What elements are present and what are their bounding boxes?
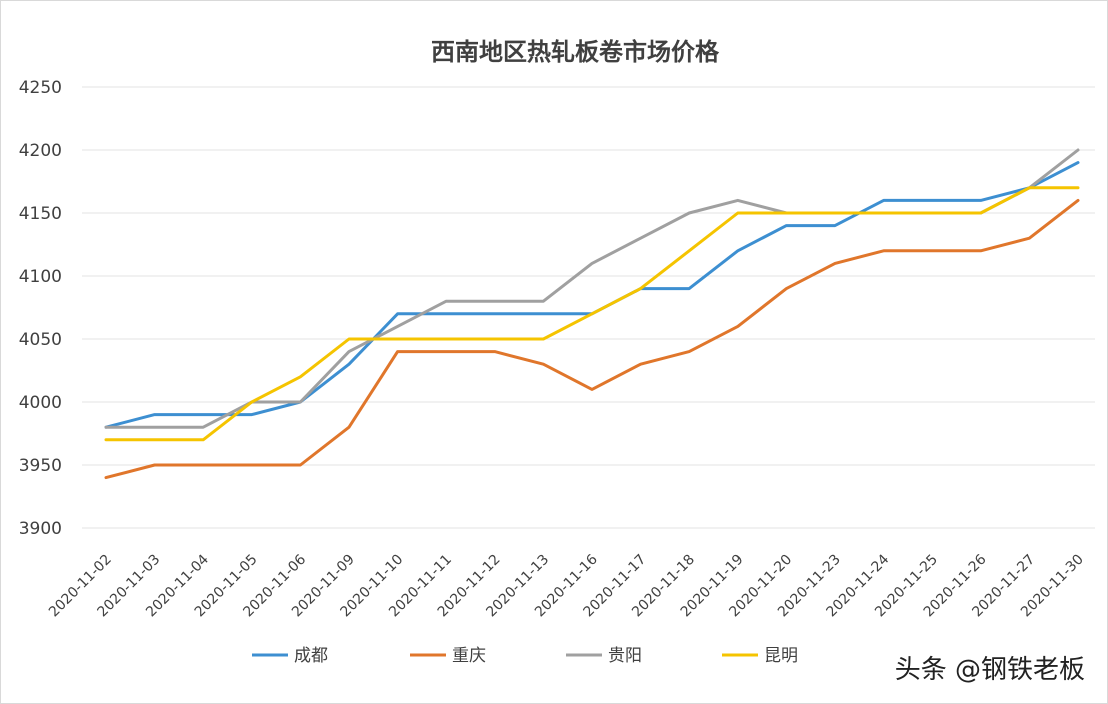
y-tick-label-4: 4100 (19, 267, 62, 287)
series-line-1 (104, 198, 1080, 480)
chart-title: 西南地区热轧板卷市场价格 (431, 38, 720, 66)
watermark-text: 头条 @钢铁老板 (895, 655, 1085, 685)
y-axis-tick-labels: 3900 3950 4000 4050 4100 4150 4200 4250 (19, 78, 62, 539)
series-lines (104, 148, 1080, 480)
legend-label-0: 成都 (294, 646, 328, 666)
y-tick-label-2: 4000 (19, 393, 62, 413)
legend-label-3: 昆明 (764, 646, 798, 666)
legend-label-2: 贵阳 (608, 646, 642, 666)
y-tick-label-0: 3900 (19, 519, 62, 539)
y-tick-label-1: 3950 (19, 456, 62, 476)
y-tick-label-3: 4050 (19, 330, 62, 350)
legend-label-1: 重庆 (452, 646, 486, 666)
legend: 成都 重庆 贵阳 昆明 (252, 646, 798, 666)
series-line-3 (104, 186, 1080, 442)
series-line-2 (104, 148, 1080, 429)
gridlines (82, 86, 1095, 529)
y-tick-label-6: 4200 (19, 141, 62, 161)
series-line-0 (104, 161, 1080, 429)
y-tick-label-5: 4150 (19, 204, 62, 224)
y-tick-label-7: 4250 (19, 78, 62, 98)
x-axis-tick-labels: 2020-11-022020-11-032020-11-042020-11-05… (46, 551, 1087, 620)
